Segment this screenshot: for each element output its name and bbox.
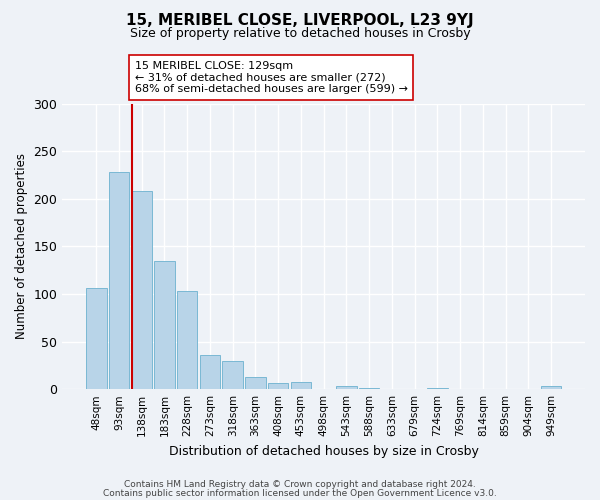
Bar bbox=[336, 386, 356, 389]
Bar bbox=[86, 288, 107, 389]
Bar bbox=[200, 355, 220, 389]
Text: 15 MERIBEL CLOSE: 129sqm
← 31% of detached houses are smaller (272)
68% of semi-: 15 MERIBEL CLOSE: 129sqm ← 31% of detach… bbox=[135, 61, 408, 94]
Bar bbox=[427, 388, 448, 389]
Text: Contains public sector information licensed under the Open Government Licence v3: Contains public sector information licen… bbox=[103, 488, 497, 498]
Bar bbox=[131, 191, 152, 389]
Bar bbox=[245, 377, 266, 389]
Text: Contains HM Land Registry data © Crown copyright and database right 2024.: Contains HM Land Registry data © Crown c… bbox=[124, 480, 476, 489]
Text: 15, MERIBEL CLOSE, LIVERPOOL, L23 9YJ: 15, MERIBEL CLOSE, LIVERPOOL, L23 9YJ bbox=[126, 12, 474, 28]
X-axis label: Distribution of detached houses by size in Crosby: Distribution of detached houses by size … bbox=[169, 444, 479, 458]
Y-axis label: Number of detached properties: Number of detached properties bbox=[15, 154, 28, 340]
Bar bbox=[268, 384, 289, 389]
Bar bbox=[541, 386, 561, 389]
Text: Size of property relative to detached houses in Crosby: Size of property relative to detached ho… bbox=[130, 28, 470, 40]
Bar bbox=[109, 172, 129, 389]
Bar bbox=[290, 382, 311, 389]
Bar bbox=[177, 291, 197, 389]
Bar bbox=[223, 360, 243, 389]
Bar bbox=[359, 388, 379, 389]
Bar bbox=[154, 260, 175, 389]
